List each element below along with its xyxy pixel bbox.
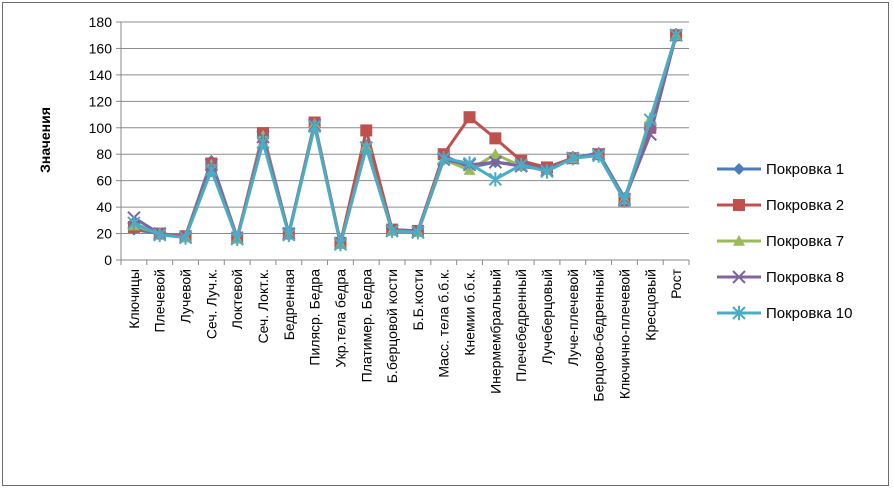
x-tick-label: Инермембральный bbox=[487, 269, 503, 394]
x-marker bbox=[488, 155, 503, 169]
series-line bbox=[133, 34, 678, 246]
legend-item: Покровка 10 bbox=[717, 305, 852, 322]
legend-label: Покровка 1 bbox=[766, 161, 844, 178]
star-marker bbox=[732, 305, 746, 321]
star-marker bbox=[411, 225, 425, 240]
x-tick-label: Бедренная bbox=[281, 269, 297, 340]
y-tick-label: 40 bbox=[96, 199, 112, 215]
star-marker bbox=[566, 150, 580, 166]
series-line bbox=[133, 34, 678, 246]
star-marker bbox=[204, 162, 219, 178]
legend: Покровка 1 Покровка 2 Покровка 7 Покровка 8… bbox=[717, 161, 852, 322]
x-marker bbox=[732, 270, 746, 284]
star-marker bbox=[333, 236, 348, 252]
square-marker bbox=[644, 121, 657, 134]
star-marker bbox=[230, 231, 244, 247]
gridlines bbox=[121, 21, 689, 235]
triangle-marker bbox=[489, 148, 502, 160]
x-tick-label: Лучеберцовый bbox=[539, 269, 555, 365]
x-tick-label: Рост bbox=[668, 268, 684, 299]
star-marker bbox=[385, 223, 399, 239]
series-line bbox=[133, 34, 678, 245]
series-line bbox=[133, 34, 678, 245]
series-2 bbox=[127, 29, 683, 249]
series-lines bbox=[127, 28, 683, 252]
legend-item: Покровка 1 bbox=[717, 161, 844, 178]
star-marker bbox=[359, 140, 373, 155]
y-tick-label: 160 bbox=[89, 40, 113, 56]
legend-label: Покровка 2 bbox=[766, 197, 844, 214]
star-marker bbox=[153, 227, 167, 243]
x-tick-label: Б.берцовой кости bbox=[384, 269, 400, 383]
y-axis-title: Значения bbox=[37, 107, 53, 173]
x-tick-labels: Ключицы Плечевой Лучевой Сеч. Луч.к. Локтево… bbox=[120, 260, 690, 402]
star-marker bbox=[178, 230, 193, 245]
star-marker bbox=[488, 172, 503, 187]
x-tick-label: Масс. тела б.б.к. bbox=[436, 269, 452, 378]
y-tick-label: 140 bbox=[89, 67, 113, 83]
y-tick-label: 80 bbox=[96, 146, 112, 162]
diamond-marker bbox=[733, 163, 745, 175]
star-marker bbox=[540, 164, 554, 179]
x-tick-label: Локтевой bbox=[229, 269, 245, 329]
triangle-marker bbox=[733, 235, 745, 246]
x-tick-label: Берцово-бедренный bbox=[591, 269, 607, 402]
star-marker bbox=[643, 112, 657, 128]
triangle-marker bbox=[257, 129, 269, 141]
y-tick-label: 0 bbox=[104, 252, 112, 268]
star-marker bbox=[591, 148, 606, 163]
y-tick-labels: 0 20 40 60 80 100 120 140 160 180 bbox=[89, 14, 121, 268]
legend-item: Покровка 8 bbox=[717, 269, 844, 286]
series-line bbox=[133, 34, 678, 246]
x-tick-label: Укр.тела бедра bbox=[332, 269, 348, 368]
square-marker bbox=[489, 132, 502, 145]
star-marker bbox=[127, 215, 141, 231]
x-tick-label: Б.Б.кости bbox=[410, 269, 426, 330]
series-3 bbox=[127, 29, 683, 249]
y-tick-label: 180 bbox=[89, 14, 113, 30]
square-marker bbox=[463, 111, 476, 124]
x-tick-label: Луче-плечевой bbox=[565, 269, 581, 366]
x-tick-label: Платимер. Бедра bbox=[358, 269, 374, 383]
star-marker bbox=[307, 119, 322, 134]
y-tick-label: 60 bbox=[96, 173, 112, 189]
x-tick-label: Лучевой bbox=[178, 269, 194, 323]
x-tick-label: Кнемии б.б.к. bbox=[462, 269, 478, 356]
y-tick-label: 100 bbox=[89, 120, 113, 136]
y-tick-label: 120 bbox=[89, 93, 113, 109]
legend-label: Покровка 7 bbox=[766, 233, 844, 250]
legend-label: Покровка 8 bbox=[766, 269, 844, 286]
x-tick-label: Кресцовый bbox=[642, 269, 658, 341]
x-tick-label: Плечебедренный bbox=[513, 269, 529, 382]
star-marker bbox=[617, 193, 632, 208]
star-marker bbox=[462, 156, 477, 171]
series-4 bbox=[127, 28, 683, 251]
star-marker bbox=[256, 135, 270, 150]
star-marker bbox=[282, 227, 296, 243]
x-tick-label: Сеч. Луч.к. bbox=[203, 269, 219, 339]
x-tick-label: Ключично-плечевой bbox=[616, 269, 632, 399]
star-marker bbox=[437, 150, 451, 166]
x-tick-label: Пиляср. Бедра bbox=[307, 269, 323, 366]
star-marker bbox=[669, 28, 683, 43]
x-tick-label: Плечевой bbox=[152, 269, 168, 333]
x-tick-label: Ключицы bbox=[126, 269, 142, 329]
x-tick-label: Сеч. Локт.к. bbox=[255, 269, 271, 344]
y-tick-label: 20 bbox=[96, 226, 112, 242]
axes bbox=[120, 22, 689, 261]
legend-item: Покровка 2 bbox=[717, 197, 844, 214]
series-1 bbox=[127, 29, 683, 249]
series-5 bbox=[127, 28, 683, 252]
star-marker bbox=[514, 157, 528, 172]
square-marker bbox=[360, 124, 373, 137]
legend-label: Покровка 10 bbox=[766, 305, 852, 322]
square-marker bbox=[733, 199, 745, 211]
legend-item: Покровка 7 bbox=[717, 233, 844, 250]
chart-canvas: 0 20 40 60 80 100 120 140 160 180 Ключицы Плечевой… bbox=[37, 14, 852, 402]
